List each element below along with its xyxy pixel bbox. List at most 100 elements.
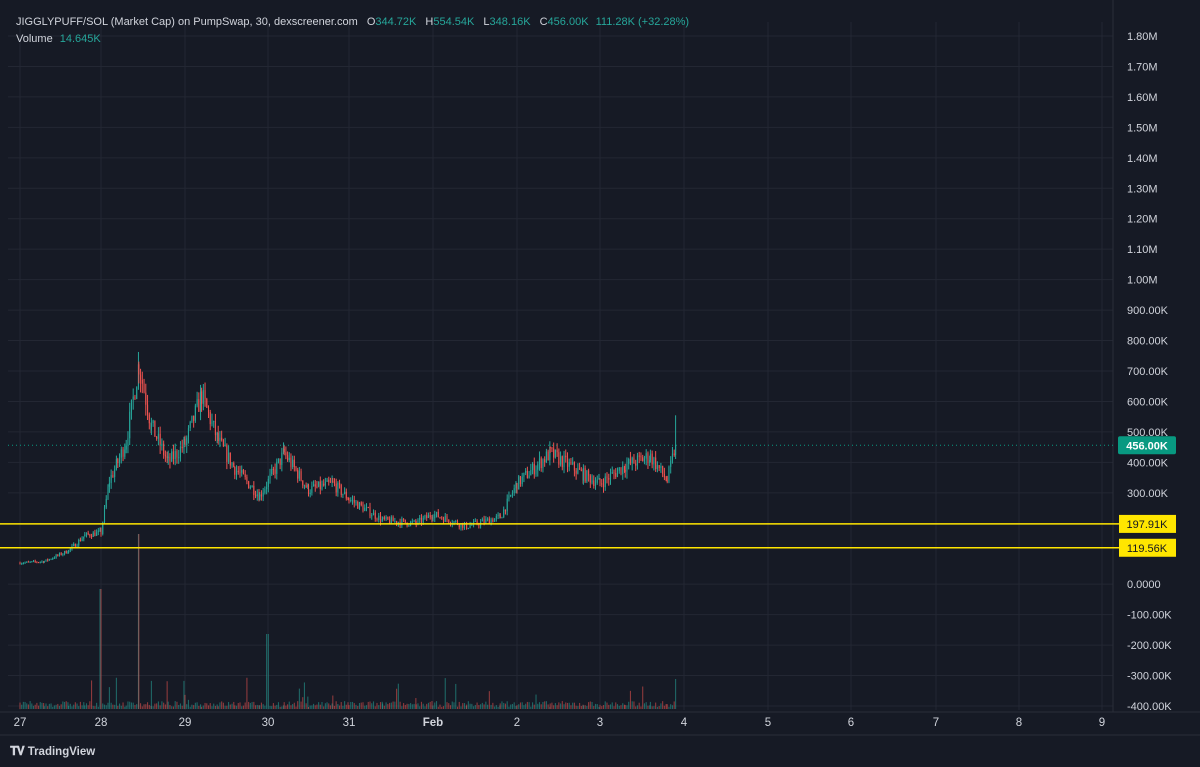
candle-body: [615, 473, 617, 477]
candle-body: [307, 484, 310, 495]
candle-body: [537, 464, 539, 470]
volume-bar: [422, 703, 424, 709]
level-label: 197.91K: [1127, 519, 1169, 531]
volume-bar: [127, 701, 129, 709]
candle-body: [50, 559, 52, 561]
tradingview-brand[interactable]: 𝐓𝐕 TradingView: [10, 744, 95, 759]
candle-body: [671, 453, 673, 461]
volume-bar: [84, 705, 86, 709]
candle-body: [138, 364, 140, 375]
volume-bar: [103, 704, 106, 709]
candle-body: [267, 478, 269, 487]
candle-body: [649, 453, 651, 461]
candle-body: [588, 470, 590, 476]
volume-bar: [397, 683, 399, 709]
volume-bar: [537, 703, 539, 709]
candle-body: [387, 516, 389, 520]
candle-body: [107, 486, 109, 499]
volume-bar: [469, 703, 471, 709]
volume-bar: [60, 704, 62, 709]
volume-bar: [365, 705, 368, 709]
volume-bar: [394, 701, 396, 709]
candle-body: [426, 515, 428, 519]
volume-bar: [378, 705, 380, 709]
volume-bar: [119, 703, 121, 709]
candle-body: [655, 457, 657, 470]
volume-bar: [589, 701, 591, 709]
candle-body: [19, 562, 21, 565]
candle-body: [656, 465, 658, 470]
candle-body: [577, 468, 579, 474]
candle-body: [636, 455, 638, 466]
volume-bar: [222, 702, 224, 709]
chart-legend: JIGGLYPUFF/SOL (Market Cap) on PumpSwap,…: [16, 14, 689, 48]
volume-bar: [187, 699, 190, 709]
volume-bar: [112, 704, 114, 709]
candle-body: [442, 518, 445, 522]
volume-bar: [89, 701, 91, 709]
volume-bar: [622, 703, 624, 709]
volume-bar: [67, 702, 69, 709]
candle-body: [129, 411, 131, 439]
volume-bar: [572, 702, 574, 709]
candle-body: [355, 501, 357, 503]
volume-bar: [446, 702, 448, 709]
volume-bar: [171, 706, 173, 709]
candle-body: [140, 374, 142, 380]
candle-body: [78, 539, 80, 546]
volume-bar: [518, 704, 520, 709]
volume-bar: [506, 701, 508, 709]
volume-bar: [376, 702, 378, 709]
candle-body: [604, 476, 606, 488]
candle-body: [117, 459, 119, 464]
y-tick-label: -400.00K: [1127, 701, 1172, 713]
volume-bar: [159, 705, 161, 709]
candle-body: [76, 545, 78, 547]
candle-body: [584, 468, 586, 482]
volume-bar: [136, 704, 138, 709]
volume-bar: [628, 701, 630, 709]
candle-body: [642, 457, 644, 462]
candle-body: [64, 551, 66, 554]
volume-bar: [348, 705, 350, 709]
candle-body: [561, 456, 563, 468]
volume-bar: [441, 706, 443, 709]
candle-body: [371, 515, 373, 517]
volume-bar: [169, 705, 171, 709]
x-tick-label: 30: [262, 717, 275, 729]
volume-bar: [79, 701, 81, 709]
candle-body: [435, 511, 438, 515]
volume-bar: [164, 704, 166, 709]
candle-body: [344, 491, 346, 494]
candle-body: [551, 447, 553, 449]
volume-bar: [613, 706, 615, 709]
volume-bar: [579, 702, 581, 709]
volume-bar: [311, 705, 313, 709]
volume-bar: [29, 701, 31, 709]
candle-body: [239, 472, 241, 474]
volume-bar: [166, 681, 168, 709]
volume-bar: [471, 703, 473, 709]
candle-body: [222, 440, 224, 447]
candle-body: [84, 534, 86, 537]
candle-body: [262, 492, 264, 497]
volume-bar: [87, 705, 89, 709]
volume-bar: [504, 703, 506, 709]
candle-body: [179, 446, 181, 458]
volume-bar: [83, 702, 85, 709]
volume-bar: [196, 702, 198, 709]
volume-bar: [401, 706, 403, 709]
candle-body: [99, 529, 101, 531]
volume-bar: [586, 706, 588, 709]
candle-body: [24, 562, 26, 564]
volume-bar: [326, 702, 328, 709]
volume-bar: [530, 706, 532, 709]
volume-bar: [307, 706, 310, 709]
candle-body: [159, 433, 161, 446]
candle-body: [554, 449, 556, 458]
volume-bar: [642, 686, 644, 709]
candle-body: [112, 475, 114, 478]
volume-bar: [580, 705, 582, 709]
candle-body: [599, 478, 601, 484]
